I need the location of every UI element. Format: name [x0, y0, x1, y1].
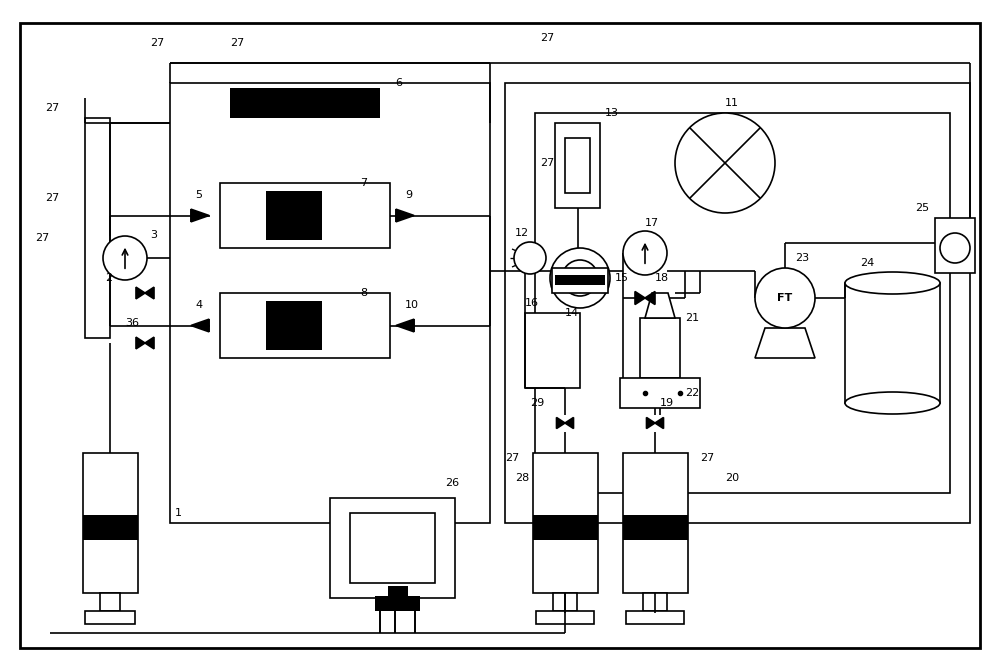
Polygon shape: [646, 418, 655, 428]
Bar: [555, 123, 600, 208]
Bar: [565, 138, 590, 193]
Bar: [626, 611, 684, 624]
Text: 5: 5: [195, 190, 202, 200]
Bar: [82, 514, 138, 540]
Circle shape: [940, 233, 970, 263]
Text: 27: 27: [540, 158, 554, 168]
Text: 26: 26: [445, 478, 459, 488]
Text: FT: FT: [777, 293, 793, 303]
Ellipse shape: [845, 272, 940, 294]
Bar: [85, 611, 135, 624]
Bar: [82, 453, 138, 593]
Text: 6: 6: [395, 78, 402, 88]
Text: 7: 7: [360, 178, 367, 188]
Bar: [845, 283, 940, 403]
Text: 23: 23: [795, 253, 809, 263]
Circle shape: [103, 236, 147, 280]
Bar: [220, 293, 390, 358]
Bar: [230, 88, 380, 118]
Polygon shape: [145, 337, 154, 349]
Text: 19: 19: [660, 398, 674, 408]
Circle shape: [550, 248, 610, 308]
Text: 4: 4: [195, 300, 202, 310]
Text: 16: 16: [525, 298, 539, 308]
Polygon shape: [645, 292, 655, 304]
Text: 27: 27: [45, 193, 59, 203]
Ellipse shape: [845, 392, 940, 414]
Bar: [532, 453, 598, 593]
Bar: [553, 593, 577, 611]
Text: 27: 27: [540, 33, 554, 43]
Polygon shape: [136, 337, 145, 349]
Polygon shape: [755, 328, 815, 358]
Bar: [330, 498, 455, 598]
Text: 18: 18: [655, 273, 669, 283]
Bar: [525, 313, 580, 388]
Polygon shape: [191, 319, 209, 332]
Polygon shape: [396, 319, 414, 332]
Circle shape: [514, 242, 546, 274]
Text: 27: 27: [35, 233, 49, 243]
Text: 9: 9: [405, 190, 412, 200]
Circle shape: [755, 268, 815, 328]
Bar: [388, 586, 408, 598]
Bar: [350, 513, 435, 583]
Polygon shape: [635, 292, 645, 304]
Bar: [622, 514, 688, 540]
Text: 1: 1: [175, 508, 182, 518]
Text: 3: 3: [150, 230, 157, 240]
Text: 14: 14: [565, 308, 579, 318]
Text: 27: 27: [230, 38, 244, 48]
Text: 28: 28: [515, 473, 529, 483]
Bar: [640, 318, 680, 378]
Text: 15: 15: [615, 273, 629, 283]
Polygon shape: [136, 287, 145, 299]
Text: 13: 13: [605, 108, 619, 118]
Bar: [375, 596, 420, 611]
Text: 27: 27: [150, 38, 164, 48]
Bar: [935, 218, 975, 273]
Bar: [532, 514, 598, 540]
Bar: [170, 83, 490, 523]
Text: 22: 22: [685, 388, 699, 398]
Bar: [266, 191, 322, 240]
Text: 27: 27: [700, 453, 714, 463]
Text: 27: 27: [505, 453, 519, 463]
Bar: [536, 611, 594, 624]
Text: 21: 21: [685, 313, 699, 323]
Bar: [505, 83, 970, 523]
Text: 20: 20: [725, 473, 739, 483]
Text: 8: 8: [360, 288, 367, 298]
Polygon shape: [645, 293, 675, 318]
Text: 17: 17: [645, 218, 659, 228]
Text: 11: 11: [725, 98, 739, 108]
Text: 29: 29: [530, 398, 544, 408]
Text: 12: 12: [515, 228, 529, 238]
Polygon shape: [145, 287, 154, 299]
Bar: [535, 113, 950, 493]
Bar: [266, 301, 322, 350]
Text: 25: 25: [915, 203, 929, 213]
Bar: [100, 593, 120, 611]
Text: 36: 36: [125, 318, 139, 328]
Bar: [552, 268, 608, 293]
Polygon shape: [655, 418, 664, 428]
Polygon shape: [565, 418, 574, 428]
Text: 10: 10: [405, 300, 419, 310]
Bar: [220, 183, 390, 248]
Bar: [622, 453, 688, 593]
Bar: [643, 593, 667, 611]
Polygon shape: [396, 210, 414, 222]
Polygon shape: [556, 418, 565, 428]
Text: 2: 2: [105, 273, 112, 283]
Text: 27: 27: [45, 103, 59, 113]
Polygon shape: [191, 210, 209, 222]
Circle shape: [675, 113, 775, 213]
Bar: [555, 275, 605, 285]
Bar: [85, 118, 110, 338]
Text: 24: 24: [860, 258, 874, 268]
Circle shape: [623, 231, 667, 275]
Bar: [620, 378, 700, 408]
Circle shape: [562, 260, 598, 296]
